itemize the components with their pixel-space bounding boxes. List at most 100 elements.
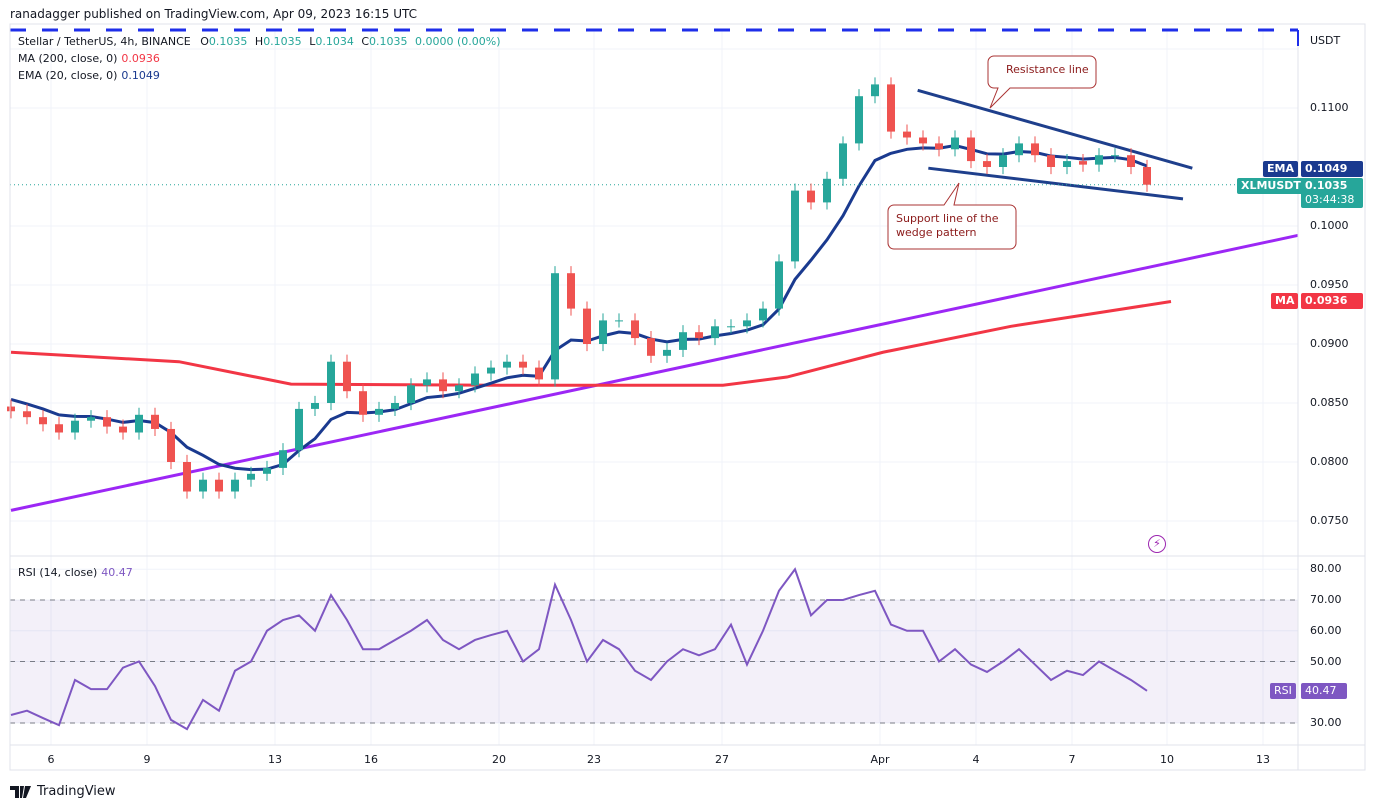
rsi-tick-label: 50.00 xyxy=(1310,654,1342,668)
candle-down xyxy=(647,338,655,356)
candle-up xyxy=(135,414,143,433)
candle-up xyxy=(87,417,95,421)
price-tick-label: 0.1100 xyxy=(1310,101,1349,114)
rsi-series xyxy=(10,567,1148,731)
candle-up xyxy=(743,320,751,327)
support-note: Support line of the wedge pattern xyxy=(896,212,999,239)
candle-up xyxy=(1111,155,1119,157)
time-tick-label: 23 xyxy=(587,753,601,766)
candle-up xyxy=(711,326,719,339)
price-tick-label: 0.0750 xyxy=(1310,514,1349,527)
candle-up xyxy=(423,379,431,386)
last-price-tag: 0.1035 03:44:38 xyxy=(1301,178,1363,208)
ema-label: EMA (20, close, 0) xyxy=(18,69,118,82)
candle-down xyxy=(167,428,175,462)
candle-up xyxy=(71,420,79,433)
change-value: 0.0000 (0.00%) xyxy=(415,35,501,48)
wedge-support-line xyxy=(928,166,1184,201)
price-tick-label: 0.1000 xyxy=(1310,219,1349,232)
candle-down xyxy=(183,462,191,492)
time-tick-label: 9 xyxy=(143,753,151,766)
high-label: H xyxy=(254,35,264,48)
rsi-tag-name: RSI xyxy=(1270,683,1296,699)
rsi-tick-label: 30.00 xyxy=(1310,716,1342,729)
candle-up xyxy=(551,273,559,380)
time-tick-label: 10 xyxy=(1160,753,1174,766)
price-tick-label: 0.0950 xyxy=(1310,278,1349,291)
ema-legend[interactable]: EMA (20, close, 0) 0.1049 xyxy=(18,69,160,82)
candle-down xyxy=(55,424,63,433)
time-tick-label: 7 xyxy=(1068,753,1076,766)
ma-value: 0.0936 xyxy=(121,52,160,65)
candle-up xyxy=(823,178,831,203)
ema-tag-value: 0.1049 xyxy=(1301,161,1363,177)
candle-up xyxy=(759,308,767,321)
candle-down xyxy=(919,137,927,144)
candle-up xyxy=(455,385,463,392)
candle-down xyxy=(1127,155,1135,167)
rsi-tag-value: 40.47 xyxy=(1301,683,1347,699)
candle-up xyxy=(999,155,1007,167)
candle-down xyxy=(535,367,543,380)
chart-frame xyxy=(9,23,1366,771)
candle-up xyxy=(791,190,799,262)
ma-tag-value: 0.0936 xyxy=(1301,293,1363,309)
candle-down xyxy=(1031,143,1039,156)
support-callout[interactable] xyxy=(887,182,1017,250)
candle-up xyxy=(247,473,255,480)
candle-up xyxy=(839,143,847,179)
candle-up xyxy=(1095,155,1103,165)
candle-up xyxy=(663,349,671,356)
time-tick-label: 13 xyxy=(268,753,282,766)
candle-up xyxy=(279,450,287,468)
price-tick-label: 0.0900 xyxy=(1310,337,1349,350)
ma-legend[interactable]: MA (200, close, 0) 0.0936 xyxy=(18,52,160,65)
ma-label: MA (200, close, 0) xyxy=(18,52,118,65)
candle-up xyxy=(775,261,783,309)
time-tick-label: 16 xyxy=(364,753,378,766)
candle-down xyxy=(119,426,127,433)
high-value: 0.1035 xyxy=(263,35,302,48)
candle-up xyxy=(503,361,511,368)
candle-up xyxy=(727,326,735,328)
candle-up xyxy=(391,403,399,409)
candle-down xyxy=(103,417,111,427)
rsi-value: 40.47 xyxy=(101,566,133,579)
candle-down xyxy=(983,161,991,167)
open-label: O xyxy=(200,35,209,48)
low-value: 0.1034 xyxy=(315,35,354,48)
candle-down xyxy=(695,332,703,339)
rsi-band xyxy=(10,599,1298,724)
symbol-legend: Stellar / TetherUS, 4h, BINANCE O0.1035 … xyxy=(18,35,501,48)
candle-down xyxy=(903,131,911,138)
candle-up xyxy=(263,467,271,474)
time-tick-label: 13 xyxy=(1256,753,1270,766)
open-value: 0.1035 xyxy=(208,35,248,48)
close-value: 0.1035 xyxy=(369,35,408,48)
rsi-tick-label: 70.00 xyxy=(1310,593,1342,606)
resistance-line xyxy=(917,88,1193,170)
candle-down xyxy=(519,361,527,368)
candle-down xyxy=(887,84,895,132)
candle-up xyxy=(375,408,383,415)
candle-up xyxy=(679,332,687,350)
price-tick-label: 0.0850 xyxy=(1310,396,1349,409)
candle-up xyxy=(951,137,959,150)
brand-name: TradingView xyxy=(37,784,116,799)
candle-up xyxy=(1015,143,1023,156)
rsi-legend[interactable]: RSI (14, close) 40.47 xyxy=(18,566,133,579)
time-tick-label: 6 xyxy=(47,753,55,766)
low-label: L xyxy=(309,35,316,48)
candle-up xyxy=(407,385,415,403)
resistance-callout[interactable] xyxy=(987,55,1097,109)
candle-down xyxy=(1143,167,1151,185)
time-tick-label: 20 xyxy=(492,753,506,766)
lightning-icon[interactable]: ⚡ xyxy=(1148,535,1166,553)
candle-down xyxy=(39,417,47,425)
candle-down xyxy=(439,379,447,392)
candle-down xyxy=(967,137,975,162)
tradingview-logo xyxy=(10,785,31,798)
candle-down xyxy=(935,143,943,150)
candle-up xyxy=(327,361,335,403)
